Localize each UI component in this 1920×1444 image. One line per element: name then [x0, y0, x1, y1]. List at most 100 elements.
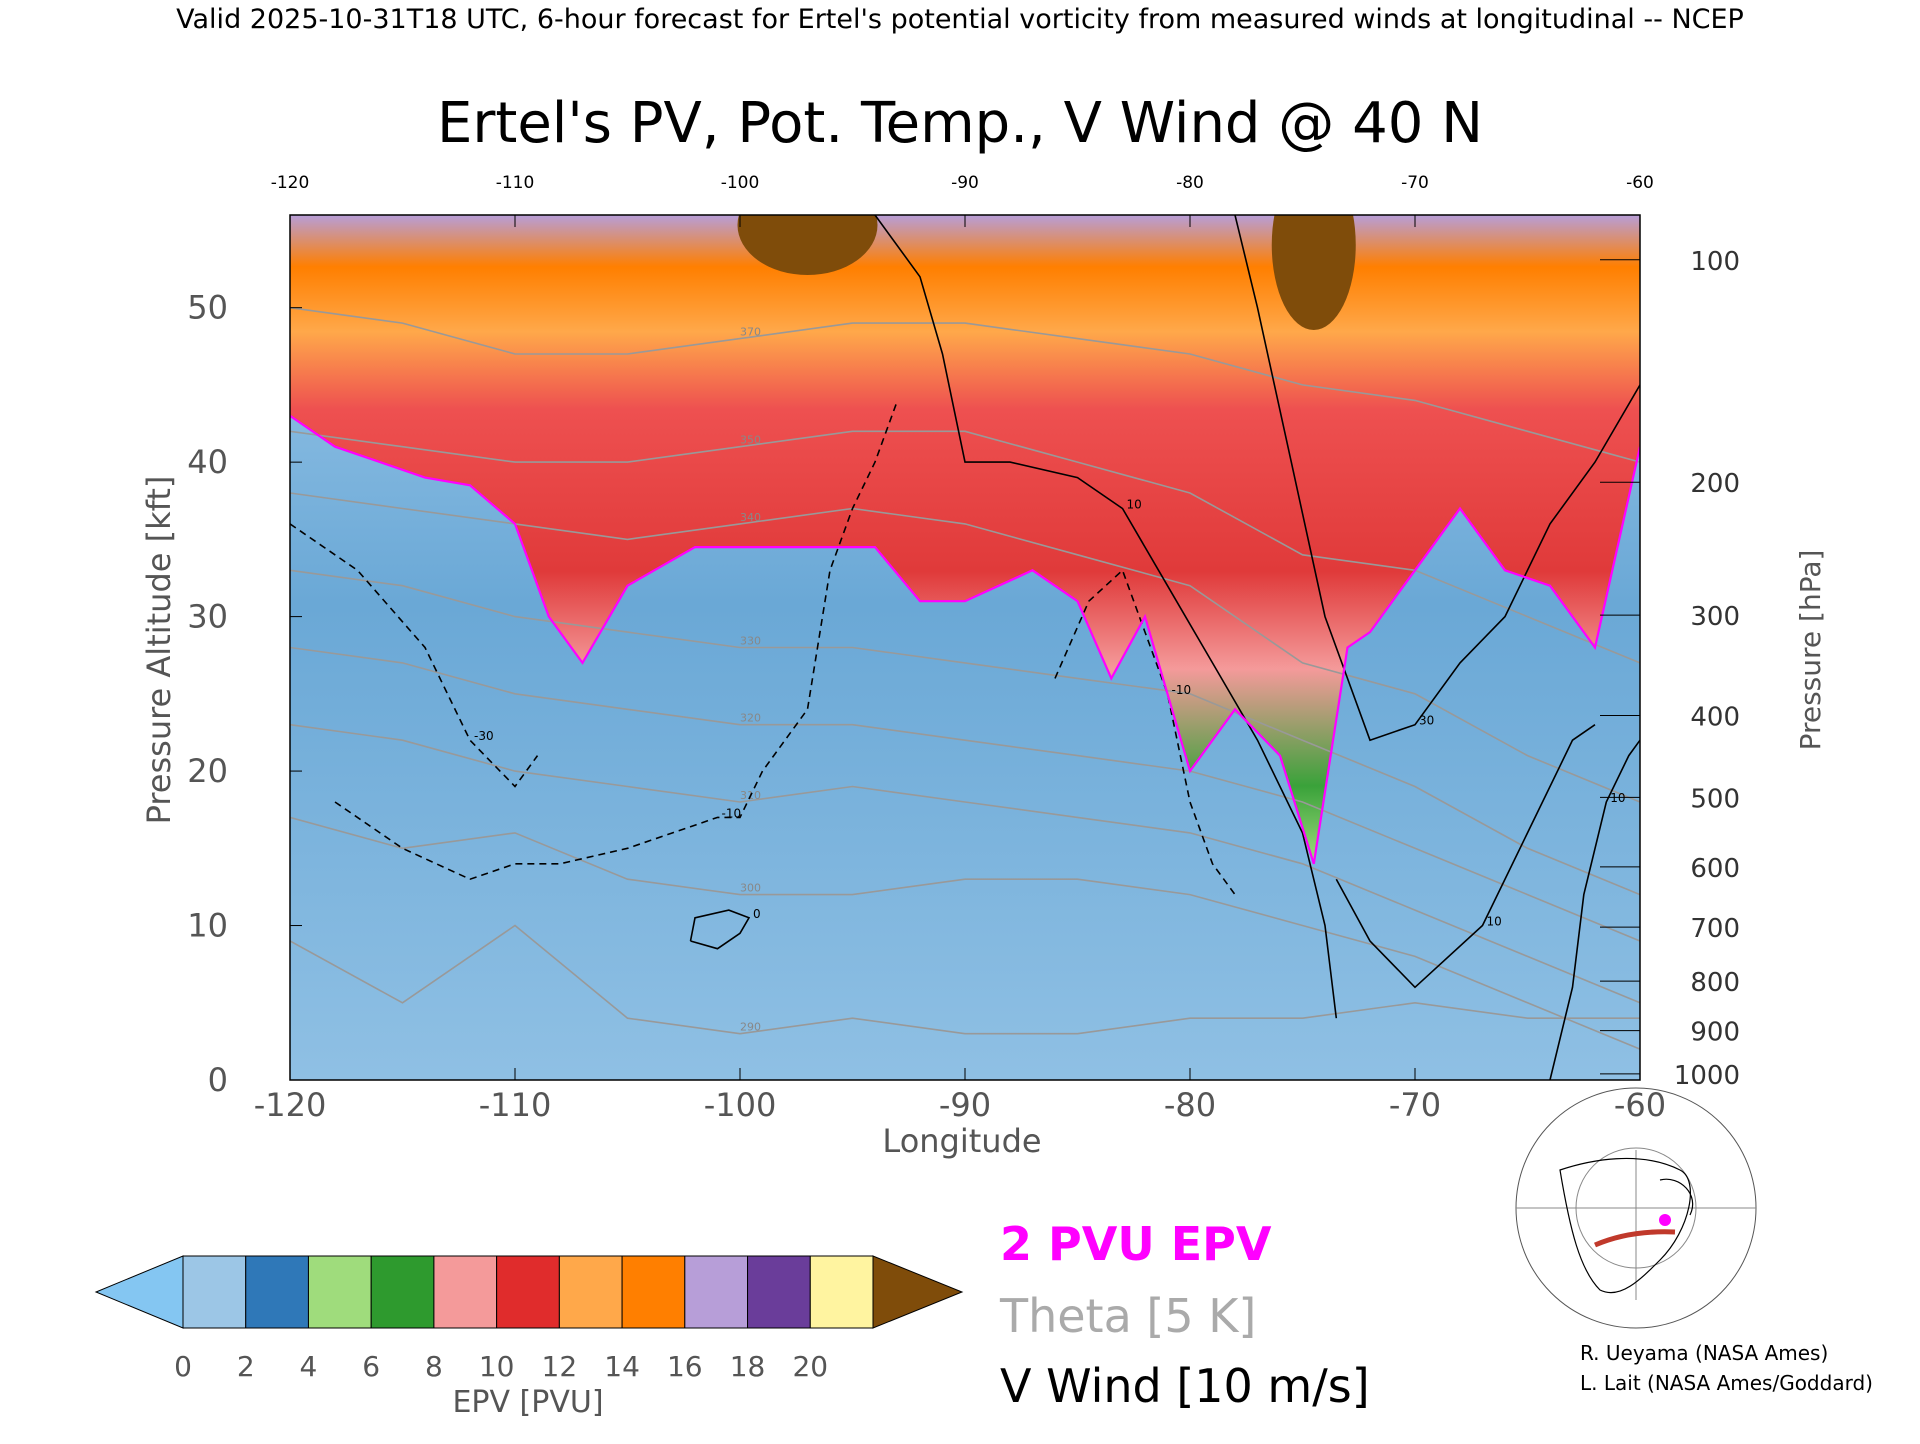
x-top-tick-label: -80	[1176, 173, 1204, 193]
x-top-tick-label: -110	[496, 173, 535, 193]
theta-contour-330	[290, 569, 1640, 896]
pressure-axis: 100 200 300 400 500 600 700 800 900 1000	[1600, 247, 1740, 1091]
colorbar-swatch	[370, 1255, 435, 1329]
colorbar-swatch	[621, 1255, 686, 1329]
x-tick-label: -90	[939, 1086, 991, 1124]
x-tick-label: -60	[1614, 1086, 1666, 1124]
x-axis: -120 -110 -100 -90 -80 -70 -60	[254, 1068, 1666, 1124]
legend-pv-line: 2 PVU EPV	[1000, 1217, 1272, 1271]
pressure-tick-label: 200	[1690, 469, 1740, 499]
colorbar-swatch	[433, 1255, 498, 1329]
colorbar-swatch	[245, 1255, 309, 1329]
v-wind-contour-10	[1335, 724, 1596, 989]
pressure-axis-label: Pressure [hPa]	[1794, 550, 1827, 751]
colorbar-tick-label: 4	[300, 1350, 318, 1383]
theta-contour-300	[290, 816, 1640, 1050]
colorbar-swatch	[558, 1255, 623, 1329]
pressure-tick-label: 500	[1690, 784, 1740, 814]
theta-contour-370	[290, 306, 1640, 463]
colorbar-tick-label: 10	[479, 1350, 515, 1383]
theta-contour-320	[290, 646, 1640, 942]
theta-contour-label: 300	[740, 882, 761, 895]
pressure-tick-label: 700	[1690, 914, 1740, 944]
x-axis-label: Longitude	[882, 1122, 1041, 1160]
theta-contour-label: 340	[740, 511, 761, 524]
chart-title: Ertel's PV, Pot. Temp., V Wind @ 40 N	[437, 91, 1483, 156]
colorbar-swatch	[496, 1255, 560, 1329]
pressure-tick-label: 300	[1690, 602, 1740, 632]
credit-line-2: L. Lait (NASA Ames/Goddard)	[1580, 1371, 1873, 1395]
colorbar-tick-label: 0	[174, 1350, 192, 1383]
y-axis-label: Pressure Altitude [kft]	[140, 476, 178, 825]
y-tick-label: 10	[187, 907, 228, 945]
y-tick-label: 30	[187, 598, 228, 636]
colorbar-tick-label: 8	[425, 1350, 443, 1383]
v-wind-contour--10	[1054, 568, 1236, 896]
pv-2pvu-contour	[290, 414, 1640, 865]
legend-vwind: V Wind [10 m/s]	[1000, 1359, 1370, 1413]
credit-line-1: R. Ueyama (NASA Ames)	[1580, 1341, 1828, 1365]
colorbar-tick-label: 20	[792, 1350, 828, 1383]
colorbar-tick-label: 2	[237, 1350, 255, 1383]
theta-contour-310	[290, 723, 1640, 1004]
v-wind-contour-30	[1234, 215, 1640, 742]
theta-contour-label: 320	[740, 712, 761, 725]
v-wind-contour-10	[1549, 739, 1640, 1080]
colorbar-swatch	[747, 1255, 811, 1329]
pressure-tick-label: 800	[1690, 968, 1740, 998]
theta-contour-label: 350	[740, 434, 761, 447]
stratospheric-pv-region	[290, 215, 1640, 864]
locator-map	[1515, 1087, 1757, 1329]
pressure-tick-label: 400	[1690, 702, 1740, 732]
v-wind-contour-label: 10	[1610, 791, 1625, 805]
x-top-tick-label: -120	[271, 173, 310, 193]
colorbar-tick-label: 12	[542, 1350, 578, 1383]
v-wind-contour-10	[874, 215, 1338, 1019]
colorbar-tick-label: 14	[604, 1350, 640, 1383]
v-wind-contour-label: 0	[753, 907, 761, 921]
v-wind-contour-label: 30	[1419, 714, 1434, 728]
y-tick-label: 0	[208, 1061, 228, 1099]
x-tick-label: -80	[1164, 1086, 1216, 1124]
x-top-tick-label: -90	[951, 173, 979, 193]
pressure-tick-label: 100	[1690, 247, 1740, 277]
colorbar-under-arrow	[94, 1255, 184, 1329]
x-tick-label: -110	[479, 1086, 552, 1124]
x-tick-label: -120	[254, 1086, 327, 1124]
v-wind-contour-label: -10	[1172, 683, 1192, 697]
v-wind-contour-label: -30	[474, 729, 494, 743]
colorbar-tick-label: 18	[730, 1350, 766, 1383]
colorbar-over-arrow	[872, 1255, 964, 1329]
x-top-tick-label: -70	[1401, 173, 1429, 193]
x-top-tick-label: -60	[1626, 173, 1654, 193]
colorbar-tick-label: 6	[362, 1350, 380, 1383]
v-wind-contours: -10 -30 -10 10 30 10 10 0	[290, 215, 1640, 1080]
x-axis-top: -120 -110 -100 -90 -80 -70 -60	[271, 173, 1654, 227]
x-tick-label: -70	[1389, 1086, 1441, 1124]
v-wind-contour-label: -10	[722, 806, 742, 820]
x-tick-label: -100	[704, 1086, 777, 1124]
y-axis: 0 10 20 30 40 50	[187, 289, 302, 1099]
colorbar-swatch	[809, 1255, 874, 1329]
valid-time-caption: Valid 2025-10-31T18 UTC, 6-hour forecast…	[176, 4, 1744, 35]
pressure-tick-label: 1000	[1674, 1061, 1740, 1091]
theta-contour-label: 290	[740, 1021, 761, 1034]
v-wind-contour-label: 10	[1487, 915, 1502, 929]
v-wind-contour-0	[689, 909, 751, 950]
legend-theta: Theta [5 K]	[999, 1289, 1256, 1343]
colorbar-tick-label: 16	[667, 1350, 703, 1383]
pv-max-blob	[1271, 215, 1356, 330]
pv-max-blob	[737, 215, 878, 275]
theta-contour-label: 370	[740, 326, 761, 339]
v-wind-contour-label: 10	[1127, 497, 1142, 511]
pressure-tick-label: 900	[1690, 1018, 1740, 1048]
y-tick-label: 40	[187, 443, 228, 481]
strat-fill	[290, 215, 1640, 864]
colorbar-swatch	[684, 1255, 749, 1329]
pressure-tick-label: 600	[1690, 854, 1740, 884]
x-top-tick-label: -100	[721, 173, 760, 193]
y-tick-label: 20	[187, 752, 228, 790]
y-tick-label: 50	[187, 289, 228, 327]
